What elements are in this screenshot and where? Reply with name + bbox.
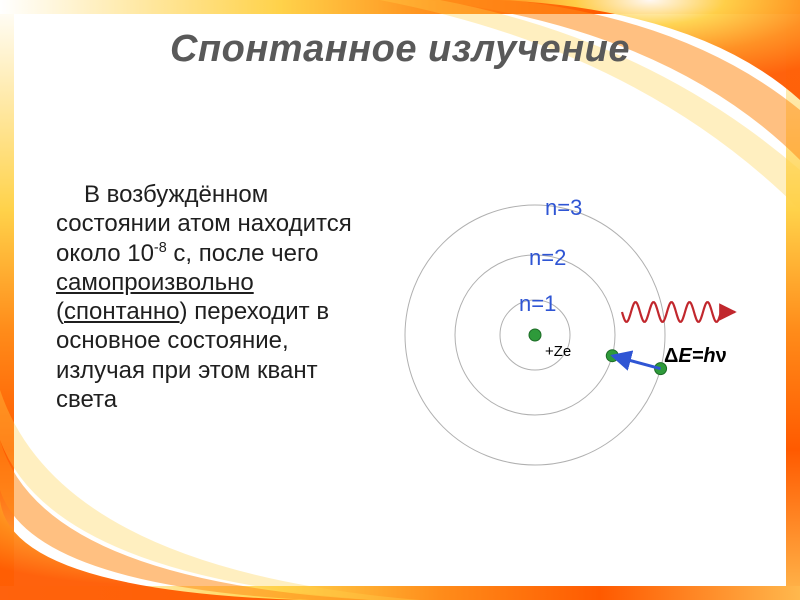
body-u1: самопроизвольно [56,269,254,296]
slide: Спонтанное излучение В возбуждённом сост… [0,0,800,600]
slide-title: Спонтанное излучение [0,28,800,71]
atom-diagram: n=1 n=2 n=3 +Ze ΔE=hν [380,150,760,470]
body-u2: спонтанно [64,298,180,325]
nucleus-label: +Ze [545,343,571,360]
body-exp: -8 [154,240,167,256]
frame-right [786,0,800,600]
orbit-label: n=3 [545,195,582,221]
orbit-label: n=1 [519,291,556,317]
body-text: В возбуждённом состоянии атом находится … [56,180,356,414]
formula-nu: ν [716,345,727,367]
frame-top [0,0,800,14]
formula-delta: Δ [664,345,678,367]
formula-eh: E=h [678,345,715,367]
energy-formula: ΔE=hν [664,345,727,368]
orbit-label: n=2 [529,245,566,271]
frame-bottom [0,586,800,600]
body-seg2: с, после чего [167,240,319,267]
frame-swoosh-tr2 [430,0,800,160]
frame-swoosh-bl2 [0,440,370,600]
body-seg3: ( [56,298,64,325]
frame-swoosh-bl3 [0,390,420,600]
frame-left [0,0,14,600]
frame-swoosh-bl [0,500,300,600]
